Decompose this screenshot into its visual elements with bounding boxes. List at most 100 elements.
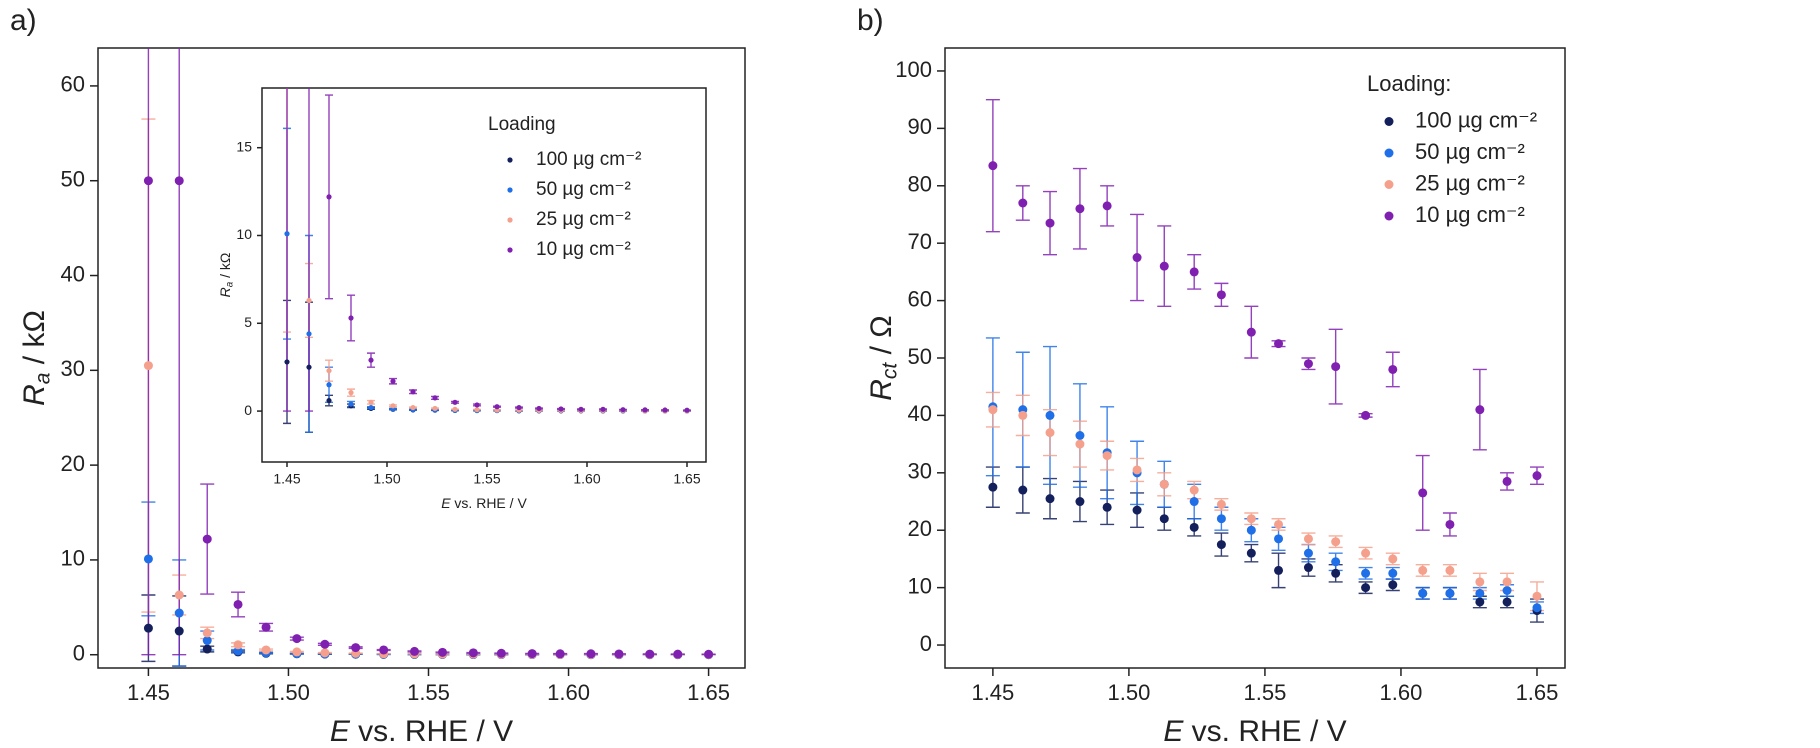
- legend-marker: [507, 157, 513, 163]
- x-tick-label: 1.50: [267, 680, 310, 705]
- data-point: [1102, 502, 1112, 512]
- data-point: [620, 407, 626, 413]
- data-point: [468, 648, 478, 658]
- data-point: [261, 622, 271, 632]
- data-point: [1189, 267, 1199, 277]
- data-point: [1532, 603, 1542, 613]
- data-point: [368, 404, 374, 411]
- data-point: [306, 364, 312, 370]
- data-point: [368, 399, 374, 405]
- data-point: [494, 404, 500, 410]
- y-tick-label: 100: [895, 57, 932, 82]
- y-tick-label: 70: [908, 229, 932, 254]
- data-point: [452, 399, 458, 405]
- data-point: [143, 554, 153, 564]
- data-point: [233, 640, 243, 650]
- data-point: [174, 590, 184, 600]
- data-point: [1502, 577, 1512, 587]
- x-tick-label: 1.60: [573, 471, 600, 487]
- data-point: [1132, 505, 1142, 515]
- error-bar: [305, 88, 313, 412]
- y-tick-label: 40: [61, 261, 85, 286]
- data-point: [1075, 439, 1085, 449]
- data-point: [1216, 290, 1226, 300]
- x-tick-label: 1.60: [547, 680, 590, 705]
- legend-marker: [507, 247, 513, 253]
- data-point: [1331, 568, 1341, 578]
- data-point: [1102, 451, 1112, 461]
- y-axis-label: Ra / kΩ: [18, 310, 54, 406]
- legend-marker: [507, 187, 513, 193]
- x-tick-label: 1.45: [971, 680, 1014, 705]
- data-point: [1075, 431, 1085, 440]
- data-point: [368, 357, 374, 363]
- y-tick-label: 50: [908, 344, 932, 369]
- data-point: [1189, 497, 1199, 507]
- data-point: [233, 646, 243, 656]
- data-point: [1274, 565, 1284, 575]
- data-point: [174, 176, 184, 186]
- data-point: [642, 407, 648, 413]
- data-point: [1246, 548, 1256, 558]
- y-tick-label: 80: [908, 172, 932, 197]
- data-point: [1159, 479, 1169, 489]
- x-tick-label: 1.60: [1380, 680, 1423, 705]
- data-point: [1418, 488, 1428, 498]
- data-point: [432, 395, 438, 401]
- x-axis-symbol: E: [1163, 715, 1184, 748]
- legend-label: 25 µg cm⁻²: [1415, 170, 1525, 195]
- data-point: [1132, 465, 1142, 475]
- plot-frame: [261, 87, 707, 463]
- data-point: [326, 368, 332, 374]
- data-point: [673, 649, 683, 659]
- x-tick-label: 1.45: [127, 680, 170, 705]
- x-tick-label: 1.65: [1516, 680, 1559, 705]
- data-point: [645, 649, 655, 659]
- data-point: [202, 644, 212, 654]
- y-tick-label: 0: [73, 641, 85, 666]
- x-tick-label: 1.50: [1107, 680, 1150, 705]
- data-point: [1246, 327, 1256, 337]
- data-point: [1274, 519, 1284, 529]
- x-tick-label: 1.55: [1244, 680, 1287, 705]
- data-point: [1475, 588, 1485, 598]
- data-point: [474, 402, 480, 408]
- y-axis-text: / kΩ: [217, 253, 233, 282]
- data-point: [1045, 218, 1055, 228]
- data-point: [233, 599, 243, 609]
- data-point: [1361, 548, 1371, 558]
- y-tick-label: 10: [236, 226, 252, 242]
- y-axis-label: Rct / Ω: [865, 315, 901, 400]
- data-point: [379, 645, 389, 655]
- legend-marker: [1384, 211, 1394, 221]
- data-point: [432, 405, 438, 412]
- data-point: [1189, 485, 1199, 495]
- data-point: [390, 378, 396, 384]
- y-tick-label: 40: [908, 401, 932, 426]
- data-point: [306, 331, 312, 337]
- data-point: [438, 647, 448, 657]
- x-tick-label: 1.65: [673, 471, 700, 487]
- data-point: [292, 634, 302, 644]
- data-point: [1045, 428, 1055, 438]
- data-point: [390, 403, 396, 409]
- data-point: [1331, 557, 1341, 567]
- data-point: [320, 648, 330, 658]
- legend-label: 10 µg cm⁻²: [1415, 202, 1525, 227]
- x-axis-text: vs. RHE / V: [451, 495, 528, 511]
- data-point: [1045, 410, 1055, 420]
- data-point: [202, 534, 212, 544]
- x-tick-label: 1.55: [473, 471, 500, 487]
- data-point: [614, 649, 624, 659]
- data-point: [143, 361, 153, 371]
- y-tick-label: 30: [61, 356, 85, 381]
- data-point: [1445, 565, 1455, 575]
- data-point: [988, 161, 998, 171]
- y-axis-subscript: a: [31, 373, 54, 385]
- data-point: [326, 382, 332, 388]
- data-point: [1532, 591, 1542, 601]
- y-tick-label: 60: [61, 72, 85, 97]
- data-point: [1475, 577, 1485, 587]
